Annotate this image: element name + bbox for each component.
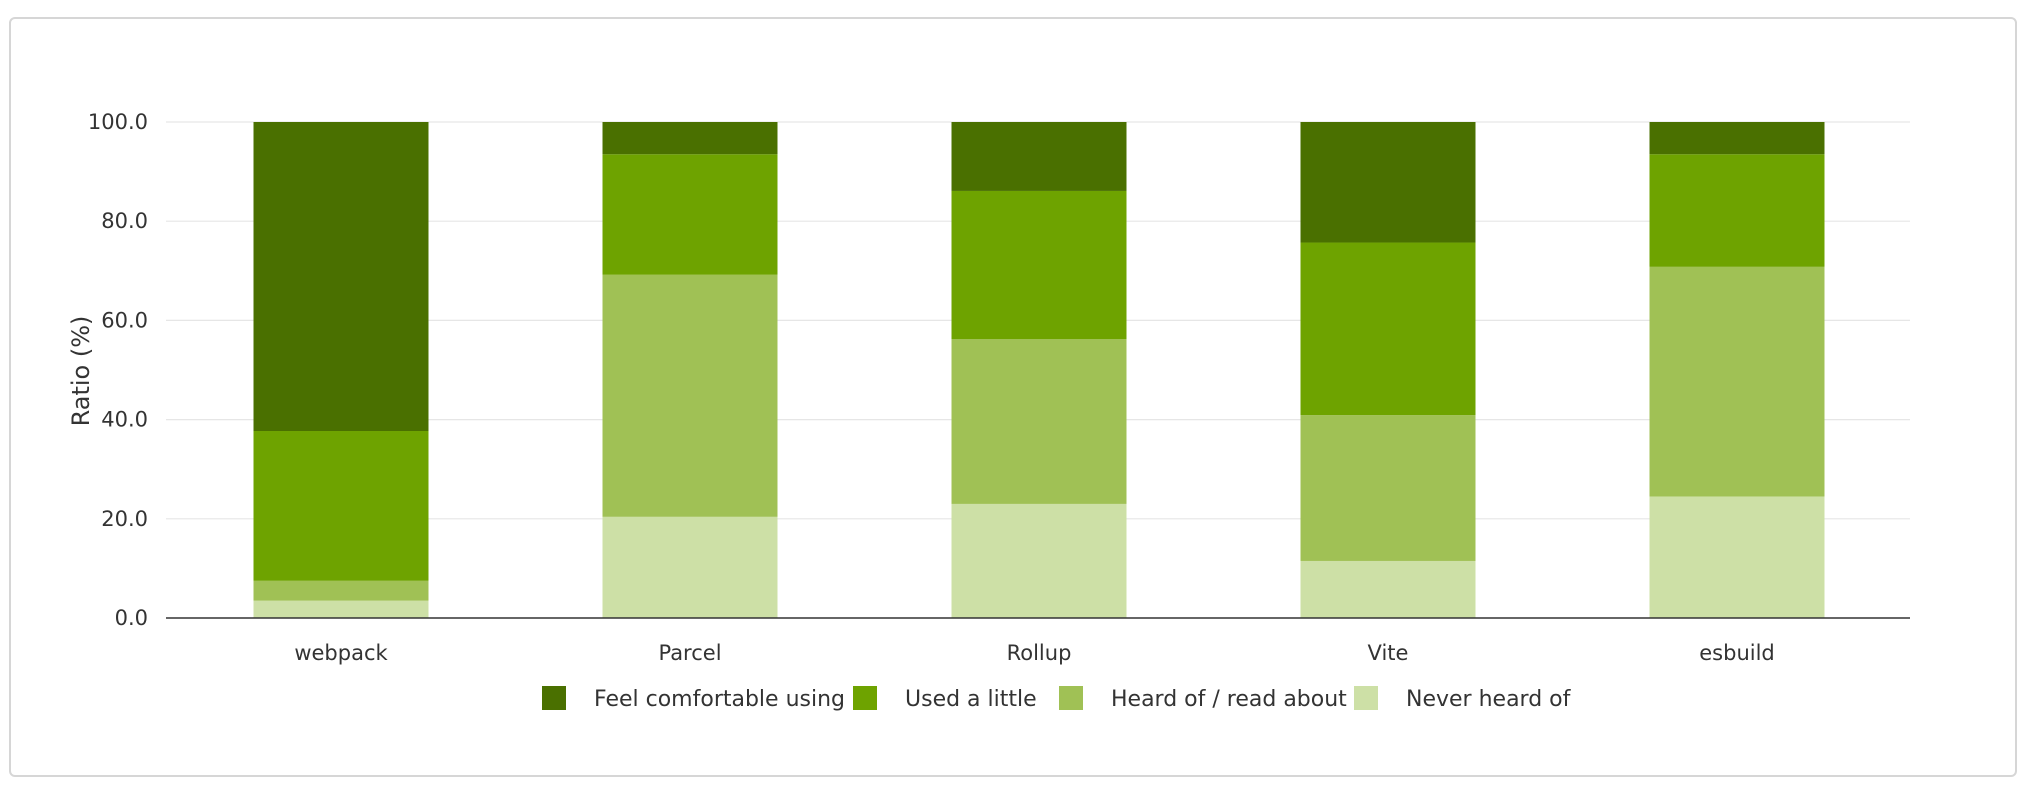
bar-segment bbox=[1649, 496, 1825, 618]
legend-item: Used a little bbox=[853, 686, 1037, 712]
bar-segment bbox=[602, 516, 778, 618]
legend-label: Used a little bbox=[905, 687, 1037, 712]
bars bbox=[253, 122, 1825, 618]
bar-segment bbox=[602, 274, 778, 517]
legend-label: Feel comfortable using bbox=[594, 687, 845, 712]
legend-swatch bbox=[542, 686, 566, 710]
y-axis-title: Ratio (%) bbox=[67, 316, 95, 427]
y-tick-label: 60.0 bbox=[101, 308, 148, 332]
bar-segment bbox=[1649, 122, 1825, 155]
bar-segment bbox=[1649, 266, 1825, 497]
legend-label: Never heard of bbox=[1406, 687, 1572, 712]
bar-segment bbox=[951, 122, 1127, 191]
x-tick-label: Rollup bbox=[1007, 641, 1072, 665]
bar-stack-esbuild bbox=[1649, 122, 1825, 618]
bar-segment bbox=[602, 122, 778, 155]
legend-label: Heard of / read about bbox=[1111, 687, 1347, 712]
bar-segment bbox=[1300, 122, 1476, 243]
legend-swatch bbox=[853, 686, 877, 710]
bar-segment bbox=[951, 190, 1127, 340]
y-axis-ticks: 0.0 20.0 40.0 60.0 80.0 100.0 bbox=[88, 110, 148, 630]
bar-segment bbox=[1649, 154, 1825, 267]
bar-segment bbox=[1300, 560, 1476, 618]
bar-segment bbox=[253, 122, 429, 432]
bar-stack-webpack bbox=[253, 122, 429, 618]
bar-stack-vite bbox=[1300, 122, 1476, 618]
bar-segment bbox=[253, 431, 429, 581]
legend-item: Heard of / read about bbox=[1059, 686, 1347, 712]
bar-stack-parcel bbox=[602, 122, 778, 618]
bar-segment bbox=[602, 154, 778, 275]
bar-segment bbox=[951, 339, 1127, 504]
y-tick-label: 100.0 bbox=[88, 110, 148, 134]
bar-segment bbox=[253, 600, 429, 618]
legend: Feel comfortable using Used a little Heard… bbox=[542, 686, 1572, 712]
x-axis-ticks: webpack Parcel Rollup Vite esbuild bbox=[294, 641, 1774, 665]
x-tick-label: esbuild bbox=[1699, 641, 1775, 665]
y-tick-label: 40.0 bbox=[101, 408, 148, 432]
y-tick-label: 80.0 bbox=[101, 209, 148, 233]
y-tick-label: 0.0 bbox=[115, 606, 148, 630]
bar-segment bbox=[253, 580, 429, 601]
bar-stack-rollup bbox=[951, 122, 1127, 618]
legend-swatch bbox=[1059, 686, 1083, 710]
y-tick-label: 20.0 bbox=[101, 507, 148, 531]
x-tick-label: Vite bbox=[1368, 641, 1409, 665]
bar-segment bbox=[951, 503, 1127, 618]
x-tick-label: Parcel bbox=[658, 641, 721, 665]
legend-item: Feel comfortable using bbox=[542, 686, 845, 712]
bar-segment bbox=[1300, 415, 1476, 561]
x-tick-label: webpack bbox=[294, 641, 388, 665]
legend-swatch bbox=[1354, 686, 1378, 710]
legend-item: Never heard of bbox=[1354, 686, 1572, 712]
bar-segment bbox=[1300, 242, 1476, 416]
